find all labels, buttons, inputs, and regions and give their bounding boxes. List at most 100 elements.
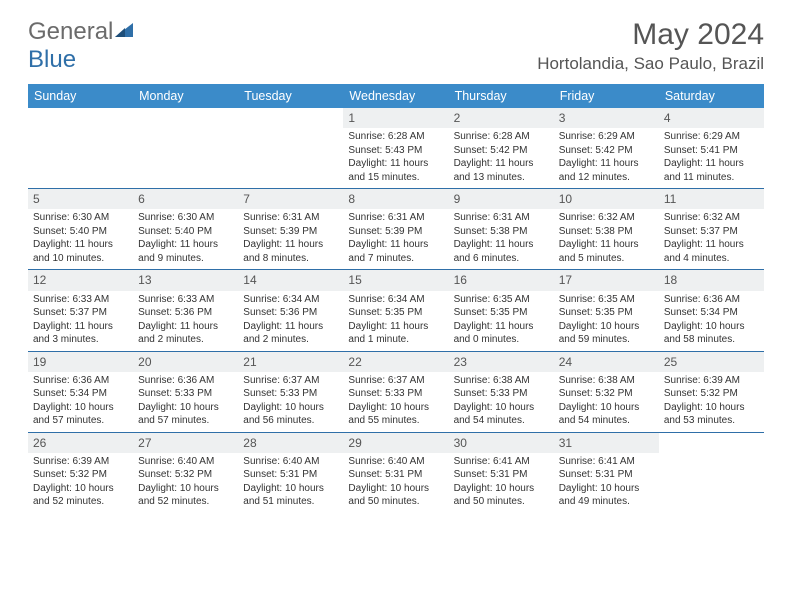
day-cell: 27Sunrise: 6:40 AMSunset: 5:32 PMDayligh… [133,433,238,513]
day-detail: Sunrise: 6:38 AMSunset: 5:33 PMDaylight:… [449,374,554,432]
day-cell: 20Sunrise: 6:36 AMSunset: 5:33 PMDayligh… [133,352,238,432]
dow-label: Monday [133,84,238,108]
day-detail: Sunrise: 6:32 AMSunset: 5:38 PMDaylight:… [554,211,659,269]
day-detail: Sunrise: 6:33 AMSunset: 5:36 PMDaylight:… [133,293,238,351]
day-detail: Sunrise: 6:41 AMSunset: 5:31 PMDaylight:… [449,455,554,513]
day-detail: Sunrise: 6:40 AMSunset: 5:31 PMDaylight:… [343,455,448,513]
day-cell: 6Sunrise: 6:30 AMSunset: 5:40 PMDaylight… [133,189,238,269]
day-detail: Sunrise: 6:36 AMSunset: 5:34 PMDaylight:… [28,374,133,432]
location: Hortolandia, Sao Paulo, Brazil [537,54,764,74]
title-block: May 2024 Hortolandia, Sao Paulo, Brazil [537,18,764,74]
day-cell: 18 Sunrise: 6:36 AMSunset: 5:34 PMDayligh… [659,270,764,350]
day-number: 4 [659,108,764,128]
day-number: 14 [238,270,343,290]
logo-part2: Blue [28,46,76,73]
day-detail: Sunrise: 6:28 AMSunset: 5:43 PMDaylight:… [343,130,448,188]
header: GeneralBlue May 2024 Hortolandia, Sao Pa… [28,18,764,74]
day-number: 17 [554,270,659,290]
day-number: 27 [133,433,238,453]
day-cell: 29Sunrise: 6:40 AMSunset: 5:31 PMDayligh… [343,433,448,513]
day-number: 22 [343,352,448,372]
day-detail: Sunrise: 6:40 AMSunset: 5:31 PMDaylight:… [238,455,343,513]
day-detail: Sunrise: 6:31 AMSunset: 5:38 PMDaylight:… [449,211,554,269]
day-number: 1 [343,108,448,128]
day-detail: Sunrise: 6:36 AMSunset: 5:34 PMDaylight:… [659,293,764,351]
day-number: 20 [133,352,238,372]
day-number: 24 [554,352,659,372]
day-cell: 26Sunrise: 6:39 AMSunset: 5:32 PMDayligh… [28,433,133,513]
day-detail: Sunrise: 6:34 AMSunset: 5:35 PMDaylight:… [343,293,448,351]
day-cell: 30Sunrise: 6:41 AMSunset: 5:31 PMDayligh… [449,433,554,513]
day-detail: Sunrise: 6:31 AMSunset: 5:39 PMDaylight:… [238,211,343,269]
week-row: 5Sunrise: 6:30 AMSunset: 5:40 PMDaylight… [28,189,764,270]
logo-text: GeneralBlue [28,18,135,74]
dow-label: Wednesday [343,84,448,108]
day-number: 11 [659,189,764,209]
day-detail: Sunrise: 6:37 AMSunset: 5:33 PMDaylight:… [238,374,343,432]
day-number: 15 [343,270,448,290]
day-cell: 11Sunrise: 6:32 AMSunset: 5:37 PMDayligh… [659,189,764,269]
dow-label: Saturday [659,84,764,108]
day-detail: Sunrise: 6:41 AMSunset: 5:31 PMDaylight:… [554,455,659,513]
day-cell: 2Sunrise: 6:28 AMSunset: 5:42 PMDaylight… [449,108,554,188]
week-row: 12Sunrise: 6:33 AMSunset: 5:37 PMDayligh… [28,270,764,351]
day-number: 9 [449,189,554,209]
day-detail: Sunrise: 6:32 AMSunset: 5:37 PMDaylight:… [659,211,764,269]
week-row: 26Sunrise: 6:39 AMSunset: 5:32 PMDayligh… [28,433,764,513]
day-cell: 23Sunrise: 6:38 AMSunset: 5:33 PMDayligh… [449,352,554,432]
day-cell [28,108,133,188]
day-detail: Sunrise: 6:38 AMSunset: 5:32 PMDaylight:… [554,374,659,432]
day-number: 19 [28,352,133,372]
day-cell: 21Sunrise: 6:37 AMSunset: 5:33 PMDayligh… [238,352,343,432]
day-detail: Sunrise: 6:35 AMSunset: 5:35 PMDaylight:… [554,293,659,351]
week-row: 1Sunrise: 6:28 AMSunset: 5:43 PMDaylight… [28,108,764,189]
day-detail: Sunrise: 6:30 AMSunset: 5:40 PMDaylight:… [133,211,238,269]
dow-label: Thursday [449,84,554,108]
day-number: 12 [28,270,133,290]
day-cell: 7Sunrise: 6:31 AMSunset: 5:39 PMDaylight… [238,189,343,269]
day-cell: 14Sunrise: 6:34 AMSunset: 5:36 PMDayligh… [238,270,343,350]
day-cell: 15 Sunrise: 6:34 AMSunset: 5:35 PMDayligh… [343,270,448,350]
sail-icon [113,18,135,46]
week-row: 19Sunrise: 6:36 AMSunset: 5:34 PMDayligh… [28,352,764,433]
day-number: 30 [449,433,554,453]
day-number: 6 [133,189,238,209]
logo: GeneralBlue [28,18,135,74]
day-cell: 3Sunrise: 6:29 AMSunset: 5:42 PMDaylight… [554,108,659,188]
day-cell: 13 Sunrise: 6:33 AMSunset: 5:36 PMDayligh… [133,270,238,350]
day-cell: 12Sunrise: 6:33 AMSunset: 5:37 PMDayligh… [28,270,133,350]
day-cell: 9Sunrise: 6:31 AMSunset: 5:38 PMDaylight… [449,189,554,269]
day-number: 28 [238,433,343,453]
day-number: 18 [659,270,764,290]
day-number: 13 [133,270,238,290]
day-number: 10 [554,189,659,209]
calendar: SundayMondayTuesdayWednesdayThursdayFrid… [28,84,764,513]
dow-label: Sunday [28,84,133,108]
day-number: 26 [28,433,133,453]
day-cell [238,108,343,188]
day-cell: 4Sunrise: 6:29 AMSunset: 5:41 PMDaylight… [659,108,764,188]
day-number: 2 [449,108,554,128]
day-number: 8 [343,189,448,209]
day-detail: Sunrise: 6:29 AMSunset: 5:42 PMDaylight:… [554,130,659,188]
day-cell [659,433,764,513]
day-detail: Sunrise: 6:39 AMSunset: 5:32 PMDaylight:… [659,374,764,432]
month-title: May 2024 [537,18,764,52]
day-number: 7 [238,189,343,209]
day-number: 5 [28,189,133,209]
day-cell: 10Sunrise: 6:32 AMSunset: 5:38 PMDayligh… [554,189,659,269]
day-number: 31 [554,433,659,453]
day-number: 25 [659,352,764,372]
day-number: 23 [449,352,554,372]
day-detail: Sunrise: 6:31 AMSunset: 5:39 PMDaylight:… [343,211,448,269]
day-number: 21 [238,352,343,372]
day-cell: 24Sunrise: 6:38 AMSunset: 5:32 PMDayligh… [554,352,659,432]
day-cell: 25Sunrise: 6:39 AMSunset: 5:32 PMDayligh… [659,352,764,432]
day-detail: Sunrise: 6:36 AMSunset: 5:33 PMDaylight:… [133,374,238,432]
day-cell: 16Sunrise: 6:35 AMSunset: 5:35 PMDayligh… [449,270,554,350]
day-detail: Sunrise: 6:30 AMSunset: 5:40 PMDaylight:… [28,211,133,269]
day-detail: Sunrise: 6:29 AMSunset: 5:41 PMDaylight:… [659,130,764,188]
day-cell: 17 Sunrise: 6:35 AMSunset: 5:35 PMDayligh… [554,270,659,350]
day-cell: 22Sunrise: 6:37 AMSunset: 5:33 PMDayligh… [343,352,448,432]
day-cell: 31Sunrise: 6:41 AMSunset: 5:31 PMDayligh… [554,433,659,513]
